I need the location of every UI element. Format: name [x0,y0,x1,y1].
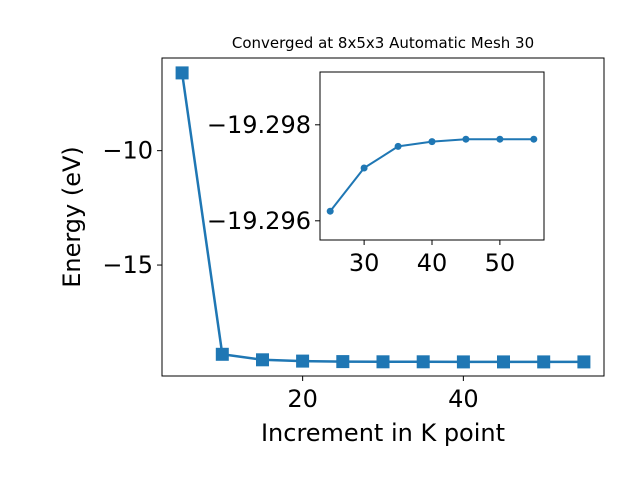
main-data-point [215,347,229,361]
main-data-point [577,355,591,369]
inset-y-tick-label: −19.298 [207,111,311,139]
inset-x-tick-label: 50 [485,249,516,277]
inset-marks [326,135,538,215]
y-axis-label: Energy (eV) [58,146,86,288]
main-data-point [416,355,430,369]
inset-ticks: 30 40 50 −19.298 −19.296 [207,111,515,277]
inset-y-tick-label: −19.296 [207,207,311,235]
main-data-point [296,354,310,368]
main-data-point [256,353,269,367]
inset-background [320,72,544,240]
inset-data-point [462,135,470,143]
main-data-point [336,355,350,369]
inset-data-point [530,135,538,143]
inset-data-point [360,164,368,172]
inset-data-point [428,138,436,146]
main-data-point [456,355,470,369]
main-y-tick-label: −15 [102,251,153,279]
inset-chart: 30 40 50 −19.298 −19.296 [207,71,545,277]
main-chart: Converged at 8x5x3 Automatic Mesh 30 20 4… [58,34,605,447]
main-y-tick-label: −10 [102,137,153,165]
inset-x-tick-label: 30 [349,249,380,277]
main-data-point [376,355,390,369]
main-x-tick-label: 40 [448,385,479,413]
main-x-tick-label: 20 [287,385,318,413]
main-ticks: 20 40 −10 −15 [102,137,478,413]
main-plot-frame [161,57,605,377]
x-axis-label: Increment in K point [261,419,505,447]
inset-x-tick-label: 40 [417,249,448,277]
main-data-point [175,66,189,80]
chart-title: Converged at 8x5x3 Automatic Mesh 30 [232,34,534,52]
main-data-point [537,355,551,369]
main-marks [175,66,591,369]
inset-data-point [394,142,402,150]
inset-data-point [496,135,504,143]
main-data-point [497,355,510,369]
inset-data-point [326,207,334,215]
